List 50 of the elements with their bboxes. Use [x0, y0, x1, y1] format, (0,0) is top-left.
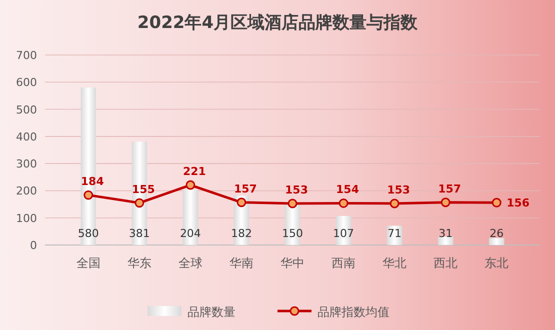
data-label: 381 — [128, 227, 150, 240]
data-label: 580 — [78, 227, 99, 240]
x-tick-label: 华东 — [127, 256, 152, 270]
data-label: 71 — [388, 227, 402, 240]
data-label: 155 — [132, 182, 155, 196]
data-label: 150 — [282, 227, 303, 240]
x-tick-label: 华南 — [229, 256, 254, 270]
data-label: 182 — [230, 227, 252, 240]
data-label: 31 — [438, 227, 453, 240]
chart-title: 2022年4月区域酒店品牌数量与指数 — [137, 13, 419, 33]
point — [338, 198, 348, 208]
x-tick-label: 全国 — [76, 256, 100, 270]
y-tick-label: 300 — [16, 158, 37, 171]
y-tick-label: 100 — [16, 212, 37, 225]
data-label: 221 — [182, 165, 206, 178]
x-tick-label: 西北 — [434, 256, 458, 270]
data-label: 154 — [336, 183, 360, 196]
y-tick-label: 600 — [16, 76, 37, 90]
point — [134, 198, 144, 208]
y-tick-label: 500 — [16, 103, 37, 116]
data-label: 156 — [506, 196, 530, 210]
legend-label: 品牌数量 — [188, 305, 236, 319]
data-label: 157 — [438, 182, 462, 196]
point — [440, 198, 450, 208]
point — [288, 198, 298, 208]
x-tick-label: 东北 — [484, 256, 509, 270]
x-tick-label: 西南 — [332, 256, 356, 270]
y-tick-label: 400 — [16, 130, 37, 144]
bar — [438, 236, 454, 245]
point — [186, 180, 196, 190]
data-label: 153 — [285, 183, 308, 196]
data-label: 184 — [80, 175, 104, 188]
y-tick-label: 0 — [30, 239, 37, 252]
y-tick-label: 700 — [16, 49, 37, 62]
bar — [488, 238, 504, 245]
legend-label: 品牌指数均值 — [318, 305, 390, 319]
y-tick-label: 200 — [16, 184, 37, 198]
x-tick-label: 华中 — [280, 256, 304, 270]
data-label: 157 — [234, 182, 257, 196]
point — [84, 190, 94, 200]
x-tick-label: 全球 — [178, 256, 202, 270]
point — [236, 198, 246, 208]
x-tick-label: 华北 — [382, 256, 407, 270]
data-label: 204 — [180, 227, 201, 240]
point — [390, 198, 400, 208]
data-label: 107 — [333, 227, 354, 240]
point — [492, 198, 502, 208]
data-label: 26 — [490, 227, 504, 240]
bar — [182, 190, 198, 245]
data-label: 153 — [387, 183, 410, 196]
